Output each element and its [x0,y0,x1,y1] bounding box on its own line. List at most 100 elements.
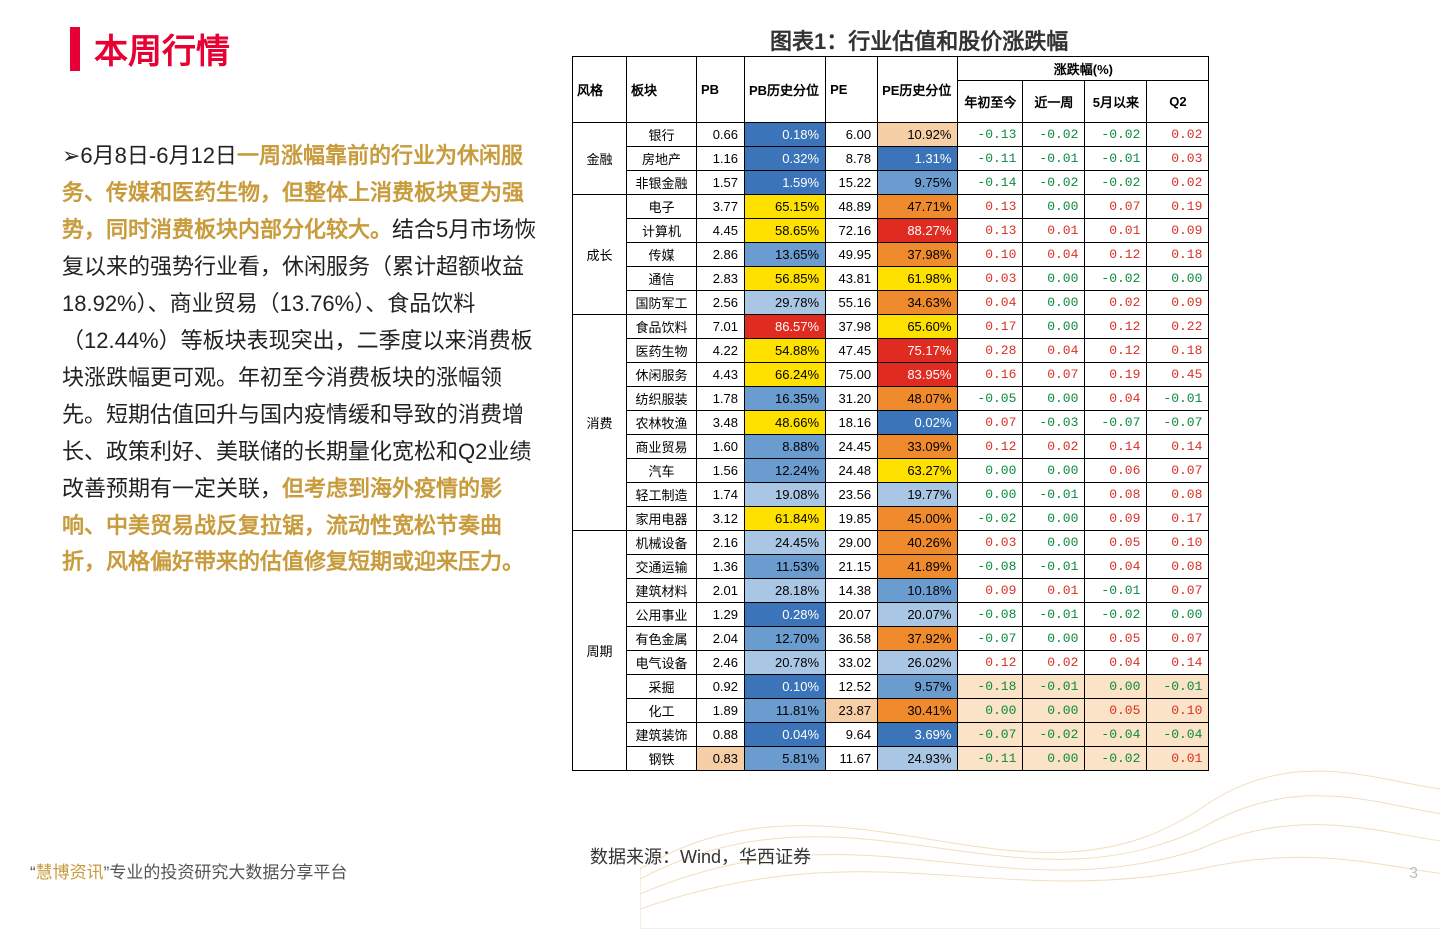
sector-cell: 电气设备 [627,651,697,675]
chg-cell: 0.07 [1085,195,1147,219]
sector-cell: 房地产 [627,147,697,171]
table-row: 房地产1.160.32%8.781.31%-0.11-0.01-0.010.03 [573,147,1209,171]
pb-pct-cell: 0.04% [745,723,826,747]
table-row: 化工1.8911.81%23.8730.41%0.000.000.050.10 [573,699,1209,723]
table-subheader: 5月以来 [1085,81,1147,123]
pb-pct-cell: 0.10% [745,675,826,699]
chg-cell: -0.02 [958,507,1023,531]
chg-cell: 0.08 [1147,483,1209,507]
chg-cell: 0.02 [1147,171,1209,195]
pb-pct-cell: 58.65% [745,219,826,243]
chg-cell: 0.04 [1023,243,1085,267]
chg-cell: -0.01 [1085,579,1147,603]
table-row: 计算机4.4558.65%72.1688.27%0.130.010.010.09 [573,219,1209,243]
chg-cell: 0.02 [1085,291,1147,315]
pe-pct-cell: 10.18% [878,579,958,603]
chg-cell: 0.12 [1085,315,1147,339]
chg-cell: 0.04 [1023,339,1085,363]
chg-cell: 0.00 [1023,315,1085,339]
style-cell: 金融 [573,123,627,195]
chg-cell: 0.08 [1085,483,1147,507]
table-row: 轻工制造1.7419.08%23.5619.77%0.00-0.010.080.… [573,483,1209,507]
table-row: 国防军工2.5629.78%55.1634.63%0.040.000.020.0… [573,291,1209,315]
chg-cell: -0.04 [1147,723,1209,747]
sector-cell: 银行 [627,123,697,147]
chg-cell: 0.03 [958,267,1023,291]
chg-cell: -0.01 [1147,387,1209,411]
pb-cell: 4.43 [697,363,745,387]
table-row: 非银金融1.571.59%15.229.75%-0.14-0.02-0.020.… [573,171,1209,195]
pe-pct-cell: 10.92% [878,123,958,147]
chg-cell: -0.14 [958,171,1023,195]
pe-cell: 11.67 [826,747,878,771]
chg-cell: 0.06 [1085,459,1147,483]
paragraph-text: 结合5月市场恢复以来的强势行业看，休闲服务（累计超额收益18.92%）、商业贸易… [62,217,536,501]
pe-cell: 24.48 [826,459,878,483]
pe-cell: 55.16 [826,291,878,315]
pb-cell: 2.01 [697,579,745,603]
paragraph-text: ➢6月8日-6月12日 [62,143,237,168]
table-row: 建筑装饰0.880.04%9.643.69%-0.07-0.02-0.04-0.… [573,723,1209,747]
pe-cell: 24.45 [826,435,878,459]
sector-cell: 国防军工 [627,291,697,315]
pb-pct-cell: 20.78% [745,651,826,675]
table-header: PE历史分位 [878,57,958,123]
sector-cell: 商业贸易 [627,435,697,459]
table-row: 纺织服装1.7816.35%31.2048.07%-0.050.000.04-0… [573,387,1209,411]
chg-cell: 0.12 [1085,243,1147,267]
pe-pct-cell: 48.07% [878,387,958,411]
pe-cell: 14.38 [826,579,878,603]
pe-pct-cell: 45.00% [878,507,958,531]
pb-cell: 4.22 [697,339,745,363]
valuation-table-wrap: 风格板块PBPB历史分位PEPE历史分位涨跌幅(%)年初至今近一周5月以来Q2金… [572,56,1209,771]
chg-cell: 0.00 [958,483,1023,507]
pb-cell: 4.45 [697,219,745,243]
chg-cell: -0.01 [1023,603,1085,627]
chg-cell: 0.01 [1147,747,1209,771]
table-row: 周期机械设备2.1624.45%29.0040.26%0.030.000.050… [573,531,1209,555]
pb-pct-cell: 54.88% [745,339,826,363]
sector-cell: 轻工制造 [627,483,697,507]
pe-pct-cell: 63.27% [878,459,958,483]
pe-pct-cell: 1.31% [878,147,958,171]
table-row: 金融银行0.660.18%6.0010.92%-0.13-0.02-0.020.… [573,123,1209,147]
chg-cell: 0.18 [1147,339,1209,363]
pb-cell: 1.56 [697,459,745,483]
pe-pct-cell: 33.09% [878,435,958,459]
footer-brand: 慧博资讯 [36,863,104,882]
pe-cell: 8.78 [826,147,878,171]
pe-pct-cell: 65.60% [878,315,958,339]
chg-cell: -0.13 [958,123,1023,147]
chg-cell: -0.02 [1023,723,1085,747]
chg-cell: 0.05 [1085,699,1147,723]
pb-pct-cell: 0.28% [745,603,826,627]
sector-cell: 机械设备 [627,531,697,555]
sector-cell: 化工 [627,699,697,723]
sector-cell: 建筑材料 [627,579,697,603]
chg-cell: 0.18 [1147,243,1209,267]
sector-cell: 农林牧渔 [627,411,697,435]
pe-cell: 47.45 [826,339,878,363]
data-source: 数据来源：Wind，华西证券 [590,843,811,869]
pe-cell: 20.07 [826,603,878,627]
pb-cell: 1.57 [697,171,745,195]
title-accent-bar [70,27,80,71]
sector-cell: 电子 [627,195,697,219]
chg-cell: 0.00 [1085,675,1147,699]
chg-cell: -0.01 [1023,483,1085,507]
pb-cell: 1.29 [697,603,745,627]
pb-cell: 3.77 [697,195,745,219]
chg-cell: -0.02 [1023,123,1085,147]
chg-cell: 0.10 [958,243,1023,267]
sector-cell: 医药生物 [627,339,697,363]
pe-pct-cell: 9.57% [878,675,958,699]
pe-pct-cell: 30.41% [878,699,958,723]
pb-pct-cell: 13.65% [745,243,826,267]
chg-cell: -0.02 [1085,267,1147,291]
chg-cell: 0.00 [1023,699,1085,723]
chg-cell: 0.17 [958,315,1023,339]
pe-cell: 48.89 [826,195,878,219]
table-header: PE [826,57,878,123]
pe-pct-cell: 41.89% [878,555,958,579]
pb-cell: 2.16 [697,531,745,555]
